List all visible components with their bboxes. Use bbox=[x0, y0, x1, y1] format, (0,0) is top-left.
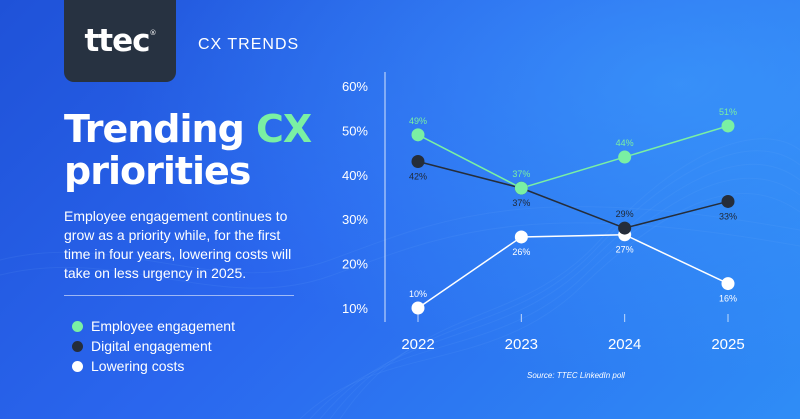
data-label: 44% bbox=[616, 138, 634, 148]
y-tick-label: 40% bbox=[342, 168, 368, 183]
y-tick-label: 30% bbox=[342, 212, 368, 227]
legend-dot-digital bbox=[72, 340, 83, 352]
chart-source: Source: TTEC LinkedIn poll bbox=[527, 371, 625, 380]
y-tick-label: 10% bbox=[342, 301, 368, 316]
x-tick-label: 2023 bbox=[505, 336, 538, 353]
data-label: 37% bbox=[512, 198, 530, 208]
series-line-1 bbox=[417, 160, 729, 229]
y-tick-label: 20% bbox=[342, 257, 368, 272]
title-accent: CX bbox=[256, 107, 312, 151]
legend-item-digital: Digital engagement bbox=[72, 336, 235, 356]
data-label: 51% bbox=[719, 107, 737, 117]
legend-item-employee: Employee engagement bbox=[72, 316, 235, 336]
legend-label-employee: Employee engagement bbox=[91, 318, 235, 334]
legend-dot-employee bbox=[72, 320, 83, 332]
x-tick-label: 2025 bbox=[711, 336, 744, 353]
intro-text: Employee engagement continues to grow as… bbox=[64, 208, 292, 281]
series-line-2 bbox=[417, 233, 729, 309]
data-point bbox=[411, 128, 425, 142]
x-tick-label: 2024 bbox=[608, 336, 641, 353]
title-part-1: Trending bbox=[64, 107, 257, 151]
data-label: 37% bbox=[512, 169, 530, 179]
title-part-2: priorities bbox=[64, 149, 251, 193]
data-point bbox=[618, 150, 632, 164]
data-label: 16% bbox=[719, 294, 737, 304]
section-label: CX TRENDS bbox=[198, 36, 300, 53]
data-point bbox=[514, 181, 528, 195]
chart-legend: Employee engagement Digital engagement L… bbox=[72, 316, 235, 376]
data-label: 27% bbox=[616, 245, 634, 255]
logo-text: ttec® bbox=[84, 23, 156, 59]
data-point bbox=[618, 221, 632, 235]
legend-item-lowering: Lowering costs bbox=[72, 356, 235, 376]
page-title: Trending CX priorities bbox=[64, 107, 312, 193]
data-label: 26% bbox=[512, 247, 530, 257]
data-label: 49% bbox=[409, 116, 427, 126]
data-label: 33% bbox=[719, 211, 737, 221]
data-point bbox=[721, 277, 735, 291]
x-tick-label: 2022 bbox=[401, 336, 434, 353]
divider bbox=[64, 295, 294, 296]
data-point bbox=[411, 154, 425, 168]
data-label: 29% bbox=[616, 209, 634, 219]
legend-dot-lowering bbox=[72, 360, 83, 372]
legend-label-lowering: Lowering costs bbox=[91, 358, 185, 374]
data-point bbox=[721, 194, 735, 208]
legend-label-digital: Digital engagement bbox=[91, 338, 212, 354]
series-line-0 bbox=[417, 125, 729, 189]
data-point bbox=[514, 230, 528, 244]
y-tick-label: 50% bbox=[342, 123, 368, 138]
data-label: 42% bbox=[409, 171, 427, 181]
data-label: 10% bbox=[409, 289, 427, 299]
data-point bbox=[411, 301, 425, 315]
data-point bbox=[721, 119, 735, 133]
y-tick-label: 60% bbox=[342, 79, 368, 94]
brand-logo[interactable]: ttec® bbox=[64, 0, 176, 82]
